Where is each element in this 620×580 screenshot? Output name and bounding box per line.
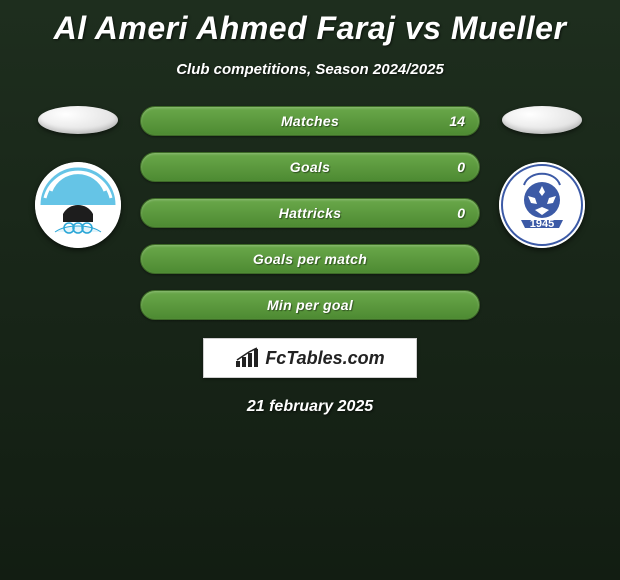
stat-value-right: 0	[457, 205, 465, 221]
stat-value-right: 0	[457, 159, 465, 175]
comparison-layout: Matches 14 Goals 0 Hattricks 0 Goals per…	[0, 106, 620, 320]
stat-label: Min per goal	[267, 297, 353, 313]
stat-label: Hattricks	[279, 205, 342, 221]
season-subtitle: Club competitions, Season 2024/2025	[0, 61, 620, 78]
right-team-column: 1945	[492, 106, 592, 248]
right-club-badge: 1945	[499, 162, 585, 248]
left-badge-icon	[35, 162, 121, 248]
left-club-badge	[35, 162, 121, 248]
stat-row-goals: Goals 0	[140, 152, 480, 182]
right-badge-year: 1945	[530, 218, 554, 230]
stat-pill-list: Matches 14 Goals 0 Hattricks 0 Goals per…	[140, 106, 480, 320]
right-badge-icon: 1945	[499, 162, 585, 248]
stat-row-matches: Matches 14	[140, 106, 480, 136]
right-flag-icon	[502, 106, 582, 134]
stat-row-min-per-goal: Min per goal	[140, 290, 480, 320]
left-flag-icon	[38, 106, 118, 134]
bar-chart-icon	[235, 347, 259, 369]
stat-label: Goals	[290, 159, 330, 175]
stat-value-right: 14	[449, 113, 465, 129]
brand-attribution: FcTables.com	[203, 338, 417, 378]
page-title: Al Ameri Ahmed Faraj vs Mueller	[0, 0, 620, 47]
stat-row-hattricks: Hattricks 0	[140, 198, 480, 228]
stat-row-goals-per-match: Goals per match	[140, 244, 480, 274]
stat-label: Goals per match	[253, 251, 367, 267]
comparison-date: 21 february 2025	[0, 398, 620, 416]
stat-label: Matches	[281, 113, 339, 129]
left-team-column	[28, 106, 128, 248]
brand-name: FcTables.com	[265, 348, 384, 369]
